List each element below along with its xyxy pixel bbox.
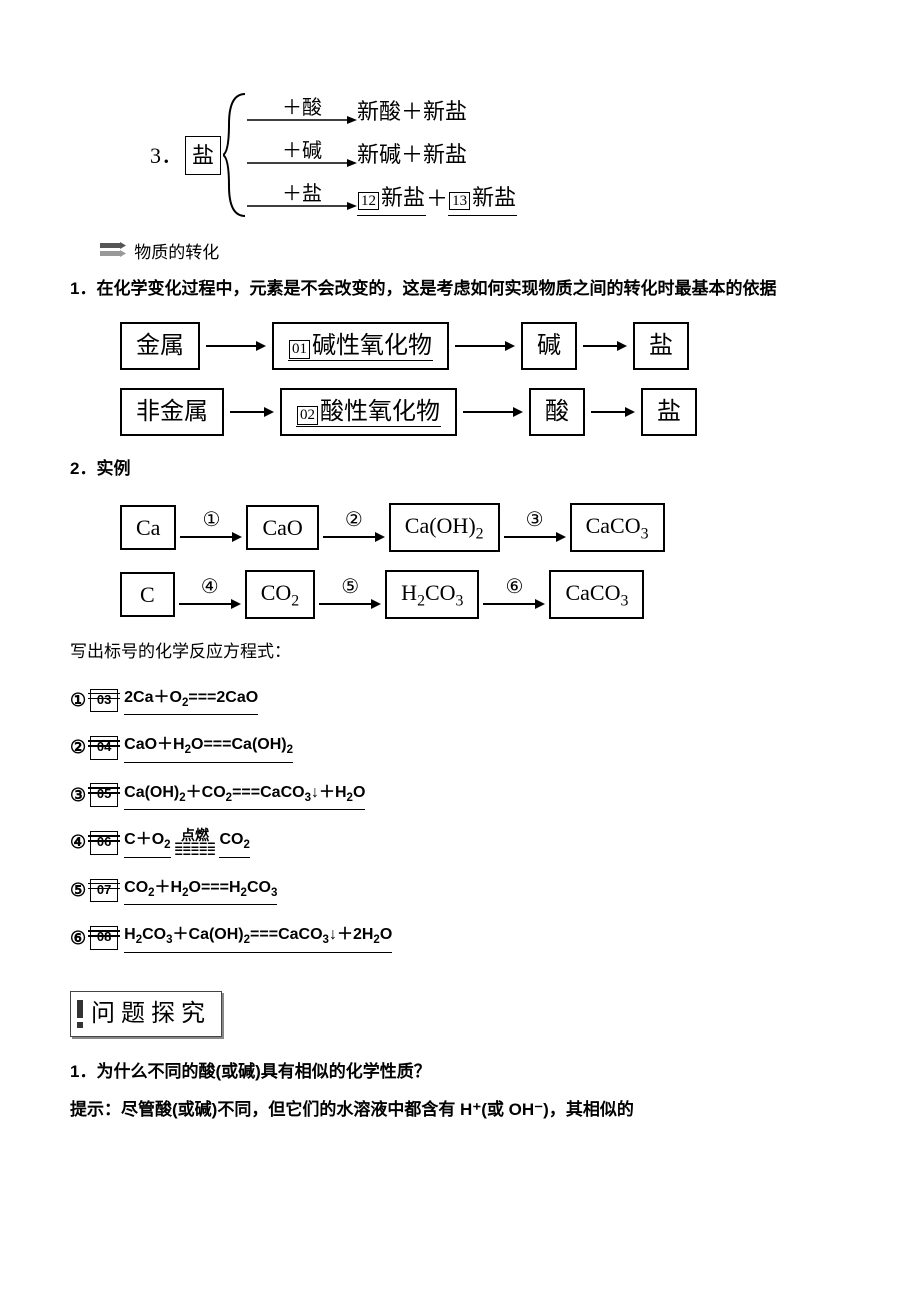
- formula-5: CO2＋H2O===H2CO3: [124, 876, 277, 905]
- branch-list: ＋酸 新酸＋新盐 ＋碱 新碱＋新盐 ＋盐 12新盐 ＋ 13新盐: [247, 90, 517, 220]
- formula-6: H2CO3＋Ca(OH)2===CaCO3↓＋2H2O: [124, 923, 392, 952]
- paragraph-1: 1．在化学变化过程中，元素是不会改变的，这是考虑如何实现物质之间的转化时最基本的…: [70, 274, 850, 305]
- example-flow-c: C ④ CO2 ⑤ H2CO3 ⑥ CaCO3: [120, 570, 860, 619]
- branch-base: ＋碱 新碱＋新盐: [247, 135, 517, 175]
- equation-5: ⑤ 07 CO2＋H2O===H2CO3: [70, 876, 860, 905]
- example-flow-ca: Ca ① CaO ② Ca(OH)2 ③ CaCO3: [120, 503, 860, 552]
- write-equations-label: 写出标号的化学反应方程式：: [70, 637, 850, 668]
- flow-node-acid: 酸: [529, 388, 585, 436]
- node-co2: CO2: [245, 570, 315, 619]
- ref-box: 07: [90, 879, 118, 903]
- node-caoh2: Ca(OH)2: [389, 503, 500, 552]
- arrow-icon: [463, 394, 523, 430]
- diagram-root: 3． 盐: [150, 90, 223, 220]
- product-acid: 新酸＋新盐: [357, 95, 467, 128]
- arrow-icon: [206, 328, 266, 364]
- formula-1: 2Ca＋O2===2CaO: [124, 686, 258, 715]
- arrow-icon: [230, 394, 274, 430]
- branch-salt: ＋盐 12新盐 ＋ 13新盐: [247, 178, 517, 218]
- brace-icon: [223, 90, 247, 220]
- arrow-4: ④: [179, 577, 241, 611]
- flow-node-salt: 盐: [633, 322, 689, 370]
- equation-1: ① 03 2Ca＋O2===2CaO: [70, 686, 860, 715]
- section-heading-transform: 物质的转化: [100, 240, 860, 266]
- node-cao: CaO: [246, 505, 318, 550]
- equation-list: ① 03 2Ca＋O2===2CaO ② 04 CaO＋H2O===Ca(OH)…: [70, 686, 860, 953]
- ref-box: 05: [90, 783, 118, 807]
- salt-product-1: 12新盐: [357, 181, 426, 216]
- ref-box: 08: [90, 926, 118, 950]
- equation-2: ② 04 CaO＋H2O===Ca(OH)2: [70, 733, 860, 762]
- branch-acid: ＋酸 新酸＋新盐: [247, 92, 517, 132]
- node-c: C: [120, 572, 175, 617]
- arrow-base: ＋碱: [247, 141, 357, 169]
- diagram-number: 3．: [150, 139, 183, 172]
- ref-box: 06: [90, 831, 118, 855]
- equation-6: ⑥ 08 H2CO3＋Ca(OH)2===CaCO3↓＋2H2O: [70, 923, 860, 952]
- node-caco3-b: CaCO3: [549, 570, 644, 619]
- arrow-icon: [455, 328, 515, 364]
- inquiry-text: 问题探究: [91, 996, 211, 1032]
- product-base: 新碱＋新盐: [357, 138, 467, 171]
- flow-node-acidic-oxide: 02酸性氧化物: [280, 388, 457, 436]
- arrow-salt: ＋盐: [247, 184, 357, 212]
- flow-node-nonmetal: 非金属: [120, 388, 224, 436]
- equation-4: ④ 06 C＋O2 点燃 ===== ===== CO2: [70, 828, 860, 858]
- arrow-icon: [591, 394, 635, 430]
- formula-2: CaO＋H2O===Ca(OH)2: [124, 733, 293, 762]
- answer-1: 提示：尽管酸(或碱)不同，但它们的水溶液中都含有 H⁺(或 OH⁻)，其相似的: [70, 1095, 850, 1126]
- inquiry-heading: 问题探究: [70, 991, 222, 1037]
- arrow-icon: [583, 328, 627, 364]
- node-ca: Ca: [120, 505, 176, 550]
- arrow-1: ①: [180, 510, 242, 544]
- arrow-acid: ＋酸: [247, 98, 357, 126]
- formula-4a: C＋O2: [124, 828, 170, 857]
- section-heading-text: 物质的转化: [134, 243, 219, 262]
- ref-box: 04: [90, 736, 118, 760]
- question-1: 1．为什么不同的酸(或碱)具有相似的化学性质？: [70, 1057, 850, 1088]
- node-h2co3: H2CO3: [385, 570, 479, 619]
- flow-node-basic-oxide: 01碱性氧化物: [272, 322, 449, 370]
- flow-nonmetal: 非金属 02酸性氧化物 酸 盐: [120, 388, 860, 436]
- arrow-3: ③: [504, 510, 566, 544]
- formula-3: Ca(OH)2＋CO2===CaCO3↓＋H2O: [124, 781, 365, 810]
- exclaim-icon: [75, 1000, 85, 1028]
- arrow-5: ⑤: [319, 577, 381, 611]
- salt-product-2: 13新盐: [448, 181, 517, 216]
- flow-node-metal: 金属: [120, 322, 200, 370]
- flow-metal: 金属 01碱性氧化物 碱 盐: [120, 322, 860, 370]
- flow-node-base: 碱: [521, 322, 577, 370]
- flow-node-salt: 盐: [641, 388, 697, 436]
- condition-ignite: 点燃 ===== =====: [175, 828, 216, 858]
- equation-3: ③ 05 Ca(OH)2＋CO2===CaCO3↓＋H2O: [70, 781, 860, 810]
- salt-reaction-diagram: 3． 盐 ＋酸 新酸＋新盐 ＋碱 新碱＋新盐 ＋盐 12新盐: [150, 90, 860, 220]
- arrow-6: ⑥: [483, 577, 545, 611]
- node-caco3: CaCO3: [570, 503, 665, 552]
- double-arrow-icon: [100, 242, 126, 258]
- paragraph-2: 2．实例: [70, 454, 850, 485]
- formula-4b: CO2: [219, 828, 249, 857]
- arrow-2: ②: [323, 510, 385, 544]
- root-box: 盐: [185, 136, 221, 175]
- ref-box: 03: [90, 689, 118, 713]
